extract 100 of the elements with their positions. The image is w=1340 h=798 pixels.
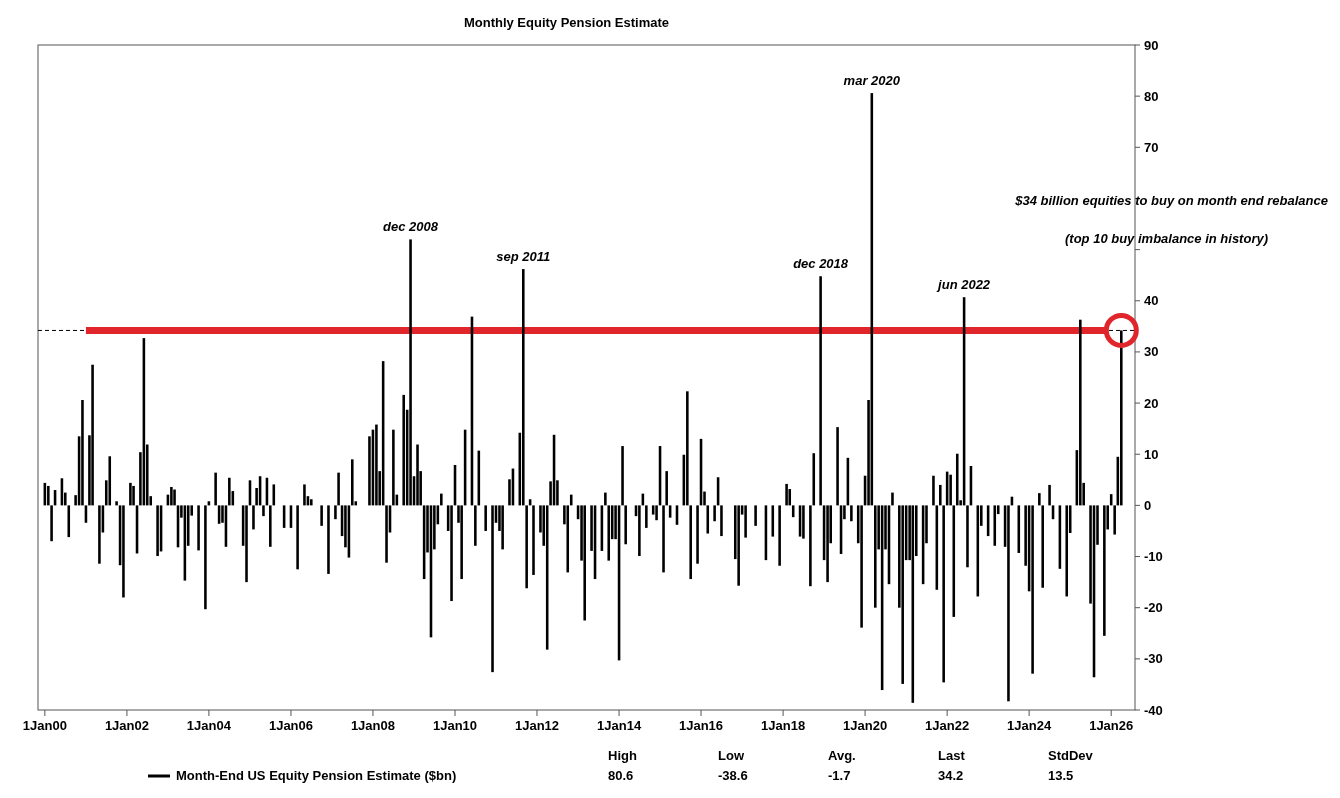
bar [1038,493,1041,506]
bar [1041,505,1044,588]
bar [744,505,747,538]
bar [98,505,101,564]
bar [1007,505,1010,702]
text: Last [938,748,966,763]
x-tick-label: 1Jan12 [514,718,560,733]
y-tick-label: -40 [1144,702,1163,718]
bar [604,492,607,506]
bar [645,505,648,528]
text: -38.6 [718,768,748,783]
bar [204,505,207,610]
bar [706,505,710,534]
bar [337,472,340,506]
bar [819,276,822,506]
bar [993,505,997,546]
bar [122,505,125,598]
bar [310,499,313,506]
bar [252,505,255,530]
annotation: $34 billion equities to buy on month end rebalance [1014,193,1328,208]
bar [836,427,839,506]
bar [1031,505,1034,674]
x-tick-label: 1Jan02 [104,718,149,733]
bar [245,505,248,583]
annotation: mar 2020 [843,73,901,89]
bar [621,446,624,506]
bar [474,505,477,546]
bar [525,505,528,589]
y-tick-label: 10 [1144,446,1159,462]
bar [108,456,112,506]
bar [484,505,487,531]
bar [392,429,395,506]
bar [375,424,378,506]
bar [450,505,453,602]
bar [416,444,419,506]
y-tick-label: 20 [1144,395,1159,411]
bar [949,474,952,506]
bar [624,505,627,545]
x-tick-label: 1Jan16 [678,718,724,733]
x-tick-label: 1Jan26 [1089,718,1134,733]
bar [327,505,330,574]
bar [269,505,272,547]
y-tick-label: 0 [1144,497,1152,513]
bar [350,459,354,506]
y-tick-label: 80 [1144,88,1159,104]
bar [334,505,337,520]
annotation: (top 10 buy imbalance in history) [1065,231,1268,246]
bar [942,505,945,683]
bar [303,484,306,506]
x-tick-label: 1Jan20 [843,718,888,733]
bar [607,505,611,561]
y-tick-label: -10 [1144,549,1163,565]
bar [809,505,812,587]
bar [966,505,969,568]
bar [566,505,570,573]
text: 13.5 [1048,768,1074,783]
bar [583,505,586,621]
bar [1048,484,1051,506]
bar [91,364,94,506]
bar [156,505,159,557]
bar [1103,505,1106,636]
x-tick-label: 1Jan04 [186,718,232,733]
x-tick-label: 1Jan14 [597,718,642,733]
bar [320,505,323,526]
bar [638,505,641,557]
bar [491,505,494,673]
bar [569,494,573,506]
bar [720,505,723,537]
bar [262,505,265,517]
bar [662,505,665,573]
x-tick-label: 1Jan06 [268,718,314,733]
bar [802,505,805,539]
text: StdDev [1048,748,1094,763]
bar [115,501,118,506]
bar [228,477,231,506]
bar [47,485,50,506]
bar [952,505,956,617]
bar [860,505,863,628]
text: 34.2 [938,768,964,783]
bar [754,505,757,526]
annotation: dec 2008 [383,219,439,235]
bar [385,505,388,563]
text: -1.7 [828,768,851,783]
bar [686,391,689,506]
bar [939,484,942,506]
bar [891,492,894,506]
y-tick-label: 90 [1144,37,1159,53]
y-tick-label: -20 [1144,600,1163,616]
bar [50,505,53,542]
annotation: dec 2018 [793,256,849,272]
bar [197,505,200,551]
bar [532,505,535,575]
bar [826,505,829,583]
bar [1065,505,1069,597]
bar [901,505,904,684]
bar [170,486,173,506]
bar [874,505,877,608]
x-tick-label: 1Jan10 [432,718,478,733]
x-tick-label: 1Jan24 [1007,718,1052,733]
bar [1113,505,1116,535]
